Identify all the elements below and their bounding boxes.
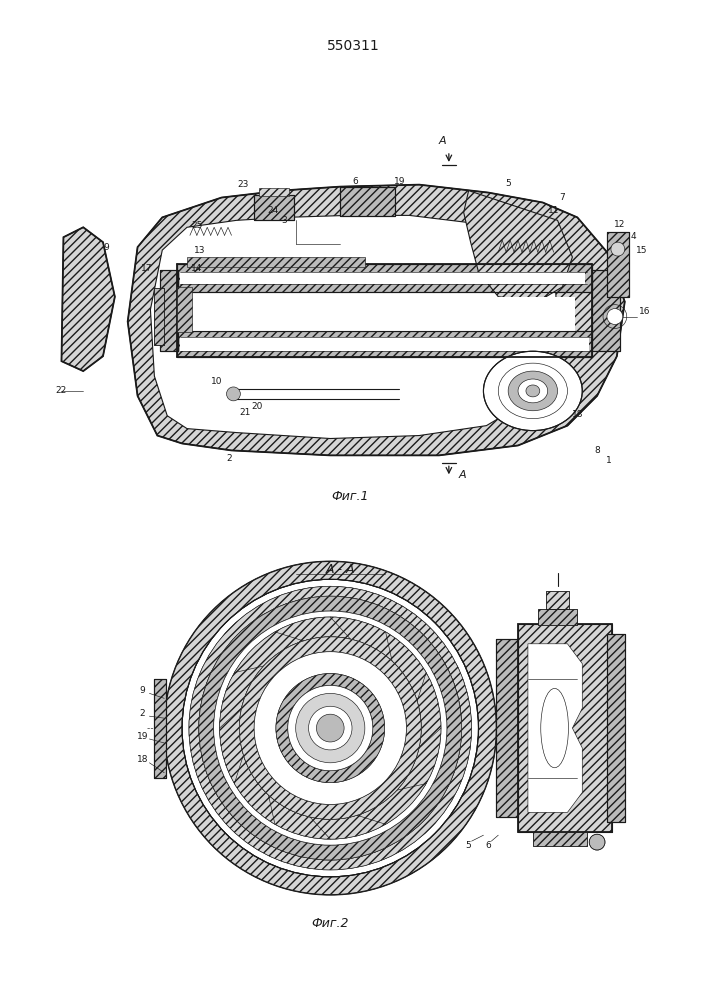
Circle shape: [255, 652, 407, 804]
Text: 5: 5: [466, 841, 472, 850]
Text: 22: 22: [56, 386, 67, 395]
Bar: [177, 331, 592, 357]
Text: 18: 18: [136, 755, 148, 764]
Bar: [177, 331, 592, 357]
Bar: [340, 187, 395, 216]
Text: 17: 17: [141, 264, 152, 273]
Bar: [533, 832, 588, 846]
Polygon shape: [528, 644, 583, 812]
Bar: [518, 624, 612, 832]
Text: Фиг.2: Фиг.2: [312, 917, 349, 930]
Ellipse shape: [518, 379, 548, 403]
Bar: [255, 195, 293, 220]
Text: 19: 19: [136, 732, 148, 741]
Text: А: А: [459, 470, 467, 480]
Text: 7: 7: [560, 193, 566, 202]
Text: 9: 9: [103, 243, 109, 252]
Bar: [177, 264, 592, 292]
Bar: [160, 270, 178, 351]
Bar: [154, 679, 166, 778]
Ellipse shape: [541, 688, 568, 768]
Bar: [255, 195, 293, 220]
Text: 8: 8: [594, 446, 600, 455]
Bar: [607, 634, 625, 822]
Text: 3: 3: [281, 216, 287, 225]
Circle shape: [317, 714, 344, 742]
Text: 11: 11: [548, 206, 559, 215]
Polygon shape: [128, 185, 625, 455]
Bar: [496, 639, 518, 817]
Ellipse shape: [526, 385, 539, 397]
Text: 21: 21: [240, 408, 251, 417]
Bar: [533, 832, 588, 846]
Circle shape: [240, 637, 421, 819]
Circle shape: [226, 387, 240, 401]
Text: А: А: [438, 136, 445, 146]
Bar: [518, 624, 612, 832]
Text: 20: 20: [252, 402, 263, 411]
Text: 15: 15: [636, 246, 648, 255]
Bar: [180, 297, 575, 331]
Ellipse shape: [508, 371, 558, 411]
Bar: [592, 270, 620, 351]
Text: 16: 16: [639, 307, 650, 316]
Circle shape: [199, 596, 462, 860]
Text: 10: 10: [211, 376, 223, 385]
Text: 18: 18: [571, 410, 583, 419]
Bar: [607, 232, 629, 297]
Bar: [180, 272, 585, 284]
Circle shape: [296, 693, 365, 763]
Bar: [187, 257, 365, 267]
Bar: [177, 287, 192, 332]
Bar: [259, 188, 288, 196]
Text: 2: 2: [227, 454, 233, 463]
Bar: [154, 288, 164, 345]
Text: 13: 13: [194, 246, 206, 255]
Text: 5: 5: [506, 179, 511, 188]
Bar: [154, 288, 164, 345]
Circle shape: [607, 309, 623, 324]
Text: 24: 24: [267, 206, 279, 215]
Bar: [607, 634, 625, 822]
Bar: [177, 264, 592, 292]
Text: 6: 6: [486, 841, 491, 850]
Circle shape: [589, 834, 605, 850]
Bar: [592, 270, 620, 351]
Bar: [154, 679, 166, 778]
Text: 14: 14: [191, 264, 203, 273]
Bar: [340, 187, 395, 216]
Text: 9: 9: [140, 686, 146, 695]
Text: 6: 6: [352, 177, 358, 186]
Circle shape: [288, 685, 373, 771]
Text: 12: 12: [614, 220, 626, 229]
Circle shape: [214, 611, 447, 845]
Text: 19: 19: [394, 177, 405, 186]
Bar: [546, 591, 569, 609]
Text: Фиг.1: Фиг.1: [332, 490, 369, 503]
Bar: [160, 270, 178, 351]
Text: 25: 25: [191, 221, 203, 230]
Text: 23: 23: [238, 180, 249, 189]
Bar: [546, 591, 569, 609]
Polygon shape: [464, 191, 573, 302]
Bar: [496, 639, 518, 817]
Ellipse shape: [484, 351, 583, 431]
Circle shape: [276, 674, 385, 783]
Text: 4: 4: [631, 232, 636, 241]
Text: 2: 2: [140, 709, 146, 718]
Circle shape: [182, 579, 479, 877]
Bar: [538, 609, 578, 625]
Circle shape: [164, 561, 496, 895]
Polygon shape: [62, 227, 115, 371]
Text: 550311: 550311: [327, 39, 380, 53]
Bar: [180, 337, 589, 351]
Circle shape: [308, 706, 352, 750]
Bar: [538, 609, 578, 625]
Polygon shape: [151, 215, 558, 439]
Text: А - А: А - А: [325, 563, 355, 576]
Bar: [607, 232, 629, 297]
Circle shape: [611, 242, 625, 256]
Text: 1: 1: [606, 456, 612, 465]
